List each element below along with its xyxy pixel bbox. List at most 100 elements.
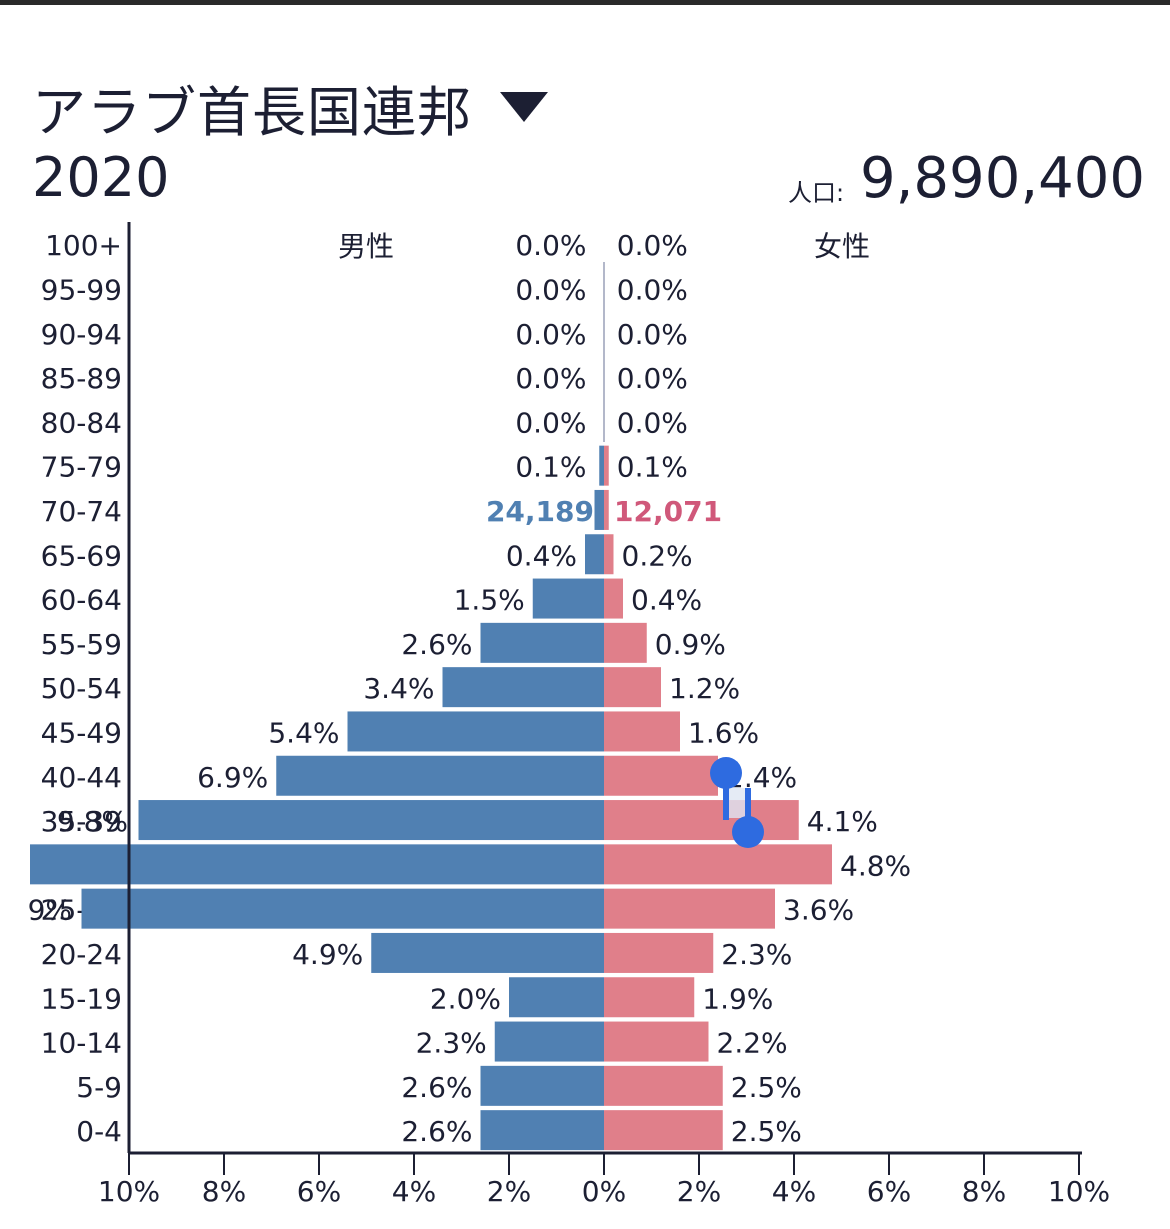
female-value-label: 3.6%: [783, 894, 854, 927]
male-value-label: 9.8%: [57, 805, 128, 838]
age-label: 100+: [45, 229, 122, 262]
top-border: [0, 0, 1170, 5]
x-tick-label: 0%: [582, 1175, 626, 1208]
male-bar: [138, 800, 604, 841]
female-bar: [604, 1065, 723, 1106]
selection-handle-end: [732, 816, 764, 848]
female-bar: [604, 888, 775, 929]
age-label: 5-9: [76, 1071, 122, 1104]
female-value-label: 4.1%: [807, 805, 878, 838]
female-value-label: 0.9%: [655, 628, 726, 661]
age-label: 10-14: [41, 1027, 122, 1060]
female-value-label: 0.1%: [617, 451, 688, 484]
male-bar: [30, 844, 604, 885]
male-value-label: 2.0%: [430, 982, 501, 1015]
female-bar: [604, 1021, 709, 1062]
female-value-label: 0.0%: [617, 229, 688, 262]
age-label: 55-59: [41, 628, 122, 661]
male-value-label: 2.6%: [401, 1115, 472, 1148]
selection-handle-bar: [723, 776, 729, 820]
selection-handle-bar: [745, 788, 751, 832]
male-bar: [442, 667, 604, 708]
x-tick-label: 10%: [98, 1175, 160, 1208]
male-bar: [276, 755, 604, 796]
selection-highlight: [729, 788, 745, 818]
age-label: 65-69: [41, 539, 122, 572]
female-value-label: 0.0%: [617, 406, 688, 439]
female-value-label: 0.0%: [617, 318, 688, 351]
male-bar: [599, 445, 604, 486]
male-value-label: 9%: [28, 894, 72, 927]
female-value-label: 2.2%: [717, 1027, 788, 1060]
male-value-label: 0.4%: [506, 539, 577, 572]
female-value-label: 2.5%: [731, 1115, 802, 1148]
male-value-label: 1.5%: [454, 584, 525, 617]
male-value-label: 0.0%: [515, 229, 586, 262]
age-label: 20-24: [41, 938, 122, 971]
female-value-label: 0.0%: [617, 273, 688, 306]
male-value-label: 4.9%: [292, 938, 363, 971]
age-label: 60-64: [41, 584, 122, 617]
female-bar: [604, 667, 661, 708]
x-tick-label: 6%: [297, 1175, 341, 1208]
female-bar: [604, 534, 614, 575]
female-bar: [604, 932, 714, 973]
male-value-label: 2.6%: [401, 628, 472, 661]
male-bar: [494, 1021, 604, 1062]
female-value-label: 2.3%: [721, 938, 792, 971]
male-value-label: 0.0%: [515, 318, 586, 351]
female-value-label: 0.0%: [617, 362, 688, 395]
country-title[interactable]: アラブ首長国連邦: [32, 81, 472, 144]
female-value-label: 1.6%: [688, 716, 759, 749]
female-bar: [604, 578, 623, 619]
female-value-label: 1.9%: [702, 982, 773, 1015]
x-tick-label: 8%: [962, 1175, 1006, 1208]
age-label: 75-79: [41, 451, 122, 484]
age-label: 95-99: [41, 273, 122, 306]
age-label: 90-94: [41, 318, 122, 351]
male-bar: [480, 1065, 604, 1106]
female-bar: [604, 800, 799, 841]
male-header: 男性: [338, 230, 394, 263]
male-bar: [480, 622, 604, 663]
male-bar: [347, 711, 604, 752]
female-bar: [604, 977, 695, 1018]
x-tick-label: 2%: [487, 1175, 531, 1208]
year-label: 2020: [32, 146, 170, 209]
age-label: 45-49: [41, 716, 122, 749]
population-value: 9,890,400: [860, 146, 1146, 211]
female-value-label: 0.4%: [631, 584, 702, 617]
x-tick-label: 4%: [772, 1175, 816, 1208]
female-bar: [604, 844, 832, 885]
male-value-label: 2.6%: [401, 1071, 472, 1104]
female-bar: [604, 445, 609, 486]
male-value-label: 6.9%: [197, 761, 268, 794]
male-bar: [594, 489, 604, 530]
male-bar: [532, 578, 604, 619]
male-value-label: 3.4%: [363, 672, 434, 705]
age-label: 40-44: [41, 761, 122, 794]
female-bar: [604, 1110, 723, 1151]
age-label: 15-19: [41, 982, 122, 1015]
x-tick-label: 10%: [1048, 1175, 1110, 1208]
age-label: 50-54: [41, 672, 122, 705]
male-value-label: 5.4%: [268, 716, 339, 749]
male-bar: [585, 534, 604, 575]
female-value-label: 12,071: [614, 495, 722, 528]
female-bar: [604, 711, 680, 752]
age-label: 85-89: [41, 362, 122, 395]
x-tick-label: 6%: [867, 1175, 911, 1208]
female-value-label: 2.5%: [731, 1071, 802, 1104]
x-tick-label: 4%: [392, 1175, 436, 1208]
female-bar: [604, 755, 718, 796]
dropdown-triangle-icon[interactable]: [500, 92, 548, 122]
female-bar: [604, 489, 609, 530]
male-bar: [480, 1110, 604, 1151]
population-label: 人口:: [788, 179, 845, 207]
female-header: 女性: [814, 230, 870, 263]
x-tick-label: 8%: [202, 1175, 246, 1208]
male-value-label: 0.0%: [515, 406, 586, 439]
x-tick-label: 2%: [677, 1175, 721, 1208]
age-label: 80-84: [41, 406, 122, 439]
